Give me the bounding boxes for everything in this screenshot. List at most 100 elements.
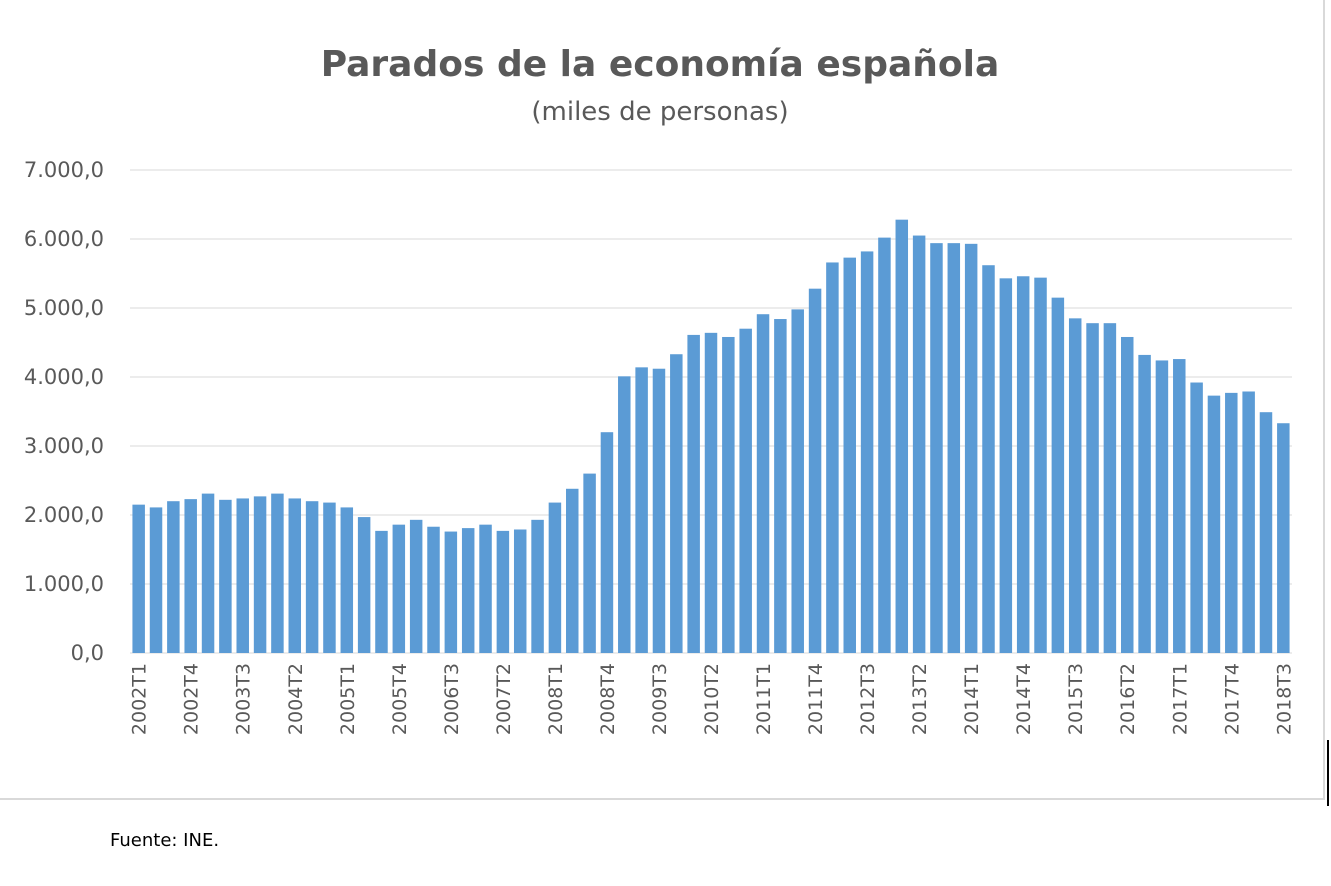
bar-2009T1	[618, 376, 631, 653]
x-tick-label: 2009T3	[649, 663, 671, 735]
x-tick-label: 2018T3	[1273, 663, 1295, 735]
bar-2005T3	[375, 530, 388, 653]
y-tick-label: 2.000,0	[24, 503, 104, 527]
chart-frame: Parados de la economía española (miles d…	[0, 0, 1325, 800]
bar-2018T3	[1277, 423, 1290, 653]
bar-2011T2	[774, 319, 787, 653]
y-tick-label: 0,0	[71, 641, 104, 665]
chart-subtitle: (miles de personas)	[531, 97, 788, 127]
bar-2006T1	[409, 519, 423, 653]
x-tick-label: 2016T2	[1117, 663, 1139, 735]
bar-2016T3	[1138, 354, 1151, 653]
x-tick-label: 2005T1	[337, 663, 359, 735]
bar-2007T4	[531, 519, 544, 653]
x-tick-label: 2012T3	[857, 663, 879, 735]
x-tick-label: 2014T4	[1013, 663, 1035, 735]
y-axis-ticks: 0,0 1.000,0 2.000,0 3.000,0 4.000,0 5.000,0 6.…	[24, 158, 104, 665]
bar-2007T3	[513, 529, 527, 653]
bar-2009T4	[670, 354, 683, 653]
x-tick-label: 2014T1	[961, 663, 983, 735]
bar-2006T4	[461, 528, 475, 653]
bar-2016T4	[1155, 360, 1169, 653]
bar-2003T2	[219, 499, 232, 653]
x-tick-label: 2006T3	[441, 663, 463, 735]
bar-2014T3	[999, 278, 1013, 653]
x-tick-label: 2015T3	[1065, 663, 1087, 735]
y-tick-label: 6.000,0	[24, 227, 104, 251]
bar-2008T1	[548, 502, 562, 653]
bar-2013T1	[895, 219, 909, 653]
x-tick-label: 2011T1	[753, 663, 775, 735]
bar-2011T3	[791, 309, 804, 653]
x-tick-label: 2007T2	[493, 663, 515, 735]
bar-2013T4	[947, 243, 961, 653]
source-note: Fuente: INE.	[110, 830, 220, 851]
bar-2017T4	[1225, 392, 1238, 653]
x-tick-label: 2003T3	[233, 663, 255, 735]
x-tick-label: 2002T4	[181, 663, 203, 735]
bar-2011T4	[808, 288, 822, 653]
bar-2004T4	[323, 502, 336, 653]
bar-2005T1	[340, 507, 354, 653]
bar-2014T4	[1016, 276, 1030, 653]
y-tick-label: 7.000,0	[24, 158, 104, 182]
bar-chart: Parados de la economía española (miles d…	[24, 44, 1296, 735]
y-tick-label: 3.000,0	[24, 434, 104, 458]
bar-2014T2	[982, 265, 995, 653]
bar-2016T2	[1121, 336, 1134, 653]
bar-2010T1	[687, 334, 700, 653]
x-tick-label: 2004T2	[285, 663, 307, 735]
bar-2017T1	[1173, 359, 1186, 653]
x-tick-label: 2017T1	[1169, 663, 1191, 735]
bar-2003T1	[201, 493, 215, 653]
y-tick-label: 4.000,0	[24, 365, 104, 389]
bar-2008T3	[583, 473, 596, 653]
x-tick-label: 2013T2	[909, 663, 931, 735]
bar-2013T2	[912, 235, 926, 654]
bar-2012T1	[826, 262, 839, 653]
bar-2003T4	[253, 496, 267, 653]
bar-2002T1	[132, 504, 145, 653]
edge-mark	[1327, 740, 1329, 806]
x-tick-label: 2008T1	[545, 663, 567, 735]
x-tick-label: 2008T4	[597, 663, 619, 735]
bar-2002T3	[167, 501, 180, 653]
bar-2017T2	[1190, 382, 1203, 653]
bar-2006T2	[427, 526, 440, 653]
bar-2009T3	[652, 368, 666, 653]
bar-2015T4	[1086, 323, 1099, 653]
bar-2012T3	[860, 251, 874, 654]
bar-2007T2	[496, 530, 510, 653]
bar-2012T4	[878, 237, 891, 653]
x-tick-label: 2010T2	[701, 663, 723, 735]
x-tick-label: 2017T4	[1221, 663, 1243, 735]
bar-2015T1	[1034, 277, 1047, 653]
bar-2013T3	[930, 243, 943, 653]
bars	[132, 219, 1290, 654]
bar-2010T4	[739, 328, 752, 653]
bar-2002T2	[149, 507, 163, 653]
bar-2011T1	[756, 314, 770, 653]
bar-2003T3	[236, 498, 249, 653]
bar-2004T2	[288, 498, 302, 653]
bar-2009T2	[635, 367, 648, 653]
bar-2015T2	[1051, 297, 1065, 653]
bar-2014T1	[964, 243, 978, 653]
x-tick-label: 2002T1	[129, 663, 151, 735]
x-axis-ticks: 2002T1 2002T4 2003T3 2004T2 2005T1 2005T4 2006…	[129, 663, 1296, 735]
bar-2005T2	[357, 517, 371, 653]
bar-2002T4	[184, 499, 197, 653]
x-tick-label: 2005T4	[389, 663, 411, 735]
bar-2015T3	[1068, 318, 1082, 653]
bar-2004T1	[271, 493, 284, 653]
bar-2018T2	[1259, 412, 1273, 653]
bar-2016T1	[1103, 323, 1117, 653]
bar-2006T3	[444, 531, 458, 653]
bar-2010T3	[722, 336, 735, 653]
bar-2005T4	[392, 524, 406, 653]
bar-2007T1	[479, 524, 492, 653]
bar-2017T3	[1207, 395, 1221, 653]
bar-2008T2	[566, 488, 579, 653]
bar-2004T3	[305, 501, 319, 653]
bar-2012T2	[843, 257, 856, 653]
